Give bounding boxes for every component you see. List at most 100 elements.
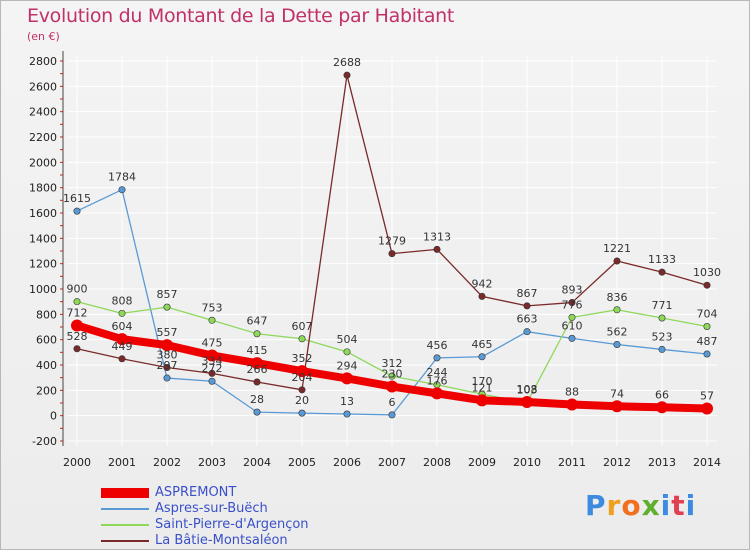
data-point [568,334,576,342]
data-point [433,354,441,362]
data-label: 562 [607,325,628,338]
data-point [118,309,126,317]
data-point [116,333,128,346]
data-label: 1030 [693,266,721,279]
data-point [163,364,171,372]
data-point [343,410,351,418]
data-point [253,330,261,338]
data-label: 66 [655,388,669,401]
data-point [658,314,666,322]
data-label: 1313 [423,230,451,243]
data-point [658,345,666,353]
y-tick-label: 2400 [29,106,57,119]
data-label: 74 [610,387,624,400]
data-label: 13 [340,395,354,408]
data-label: 712 [67,306,88,319]
data-point [523,302,531,310]
x-tick-label: 2009 [468,456,496,469]
y-tick-label: 200 [36,384,57,397]
data-label: 867 [517,287,538,300]
y-tick-label: 1000 [29,283,57,296]
data-point [118,355,126,363]
data-label: 893 [562,284,583,297]
data-label: 857 [157,288,178,301]
y-tick-label: 2200 [29,131,57,144]
x-tick-label: 2007 [378,456,406,469]
data-point [388,411,396,419]
x-tick-label: 2005 [288,456,316,469]
x-tick-label: 2003 [198,456,226,469]
data-label: 610 [562,319,583,332]
data-point [703,281,711,289]
data-label: 528 [67,330,88,343]
data-point [298,386,306,394]
data-label: 808 [112,294,133,307]
data-point [388,250,396,258]
y-tick-label: 1200 [29,258,57,271]
data-label: 900 [67,283,88,296]
data-point [566,398,578,411]
x-tick-label: 2011 [558,456,586,469]
data-label: 170 [472,375,493,388]
legend-swatch [101,508,149,510]
data-label: 1221 [603,242,631,255]
data-label: 647 [247,315,268,328]
data-point [73,345,81,353]
x-tick-label: 2008 [423,456,451,469]
data-label: 103 [517,384,538,397]
legend-label: ASPREMONT [155,485,237,500]
data-label: 475 [202,337,223,350]
x-tick-label: 2012 [603,456,631,469]
data-label: 108 [517,383,538,396]
legend-label: La Bâtie-Montsaléon [155,533,288,548]
x-tick-label: 2004 [243,456,271,469]
data-label: 607 [292,320,313,333]
data-point [343,71,351,79]
data-point [206,349,218,362]
data-point [298,335,306,343]
data-label: 380 [157,349,178,362]
data-label: 272 [202,362,223,375]
y-tick-label: 2000 [29,156,57,169]
data-label: 1784 [108,171,136,184]
data-label: 504 [337,333,358,346]
data-label: 244 [427,366,448,379]
data-label: 465 [472,338,493,351]
data-point [613,340,621,348]
data-label: 6 [389,396,396,409]
x-tick-label: 2010 [513,456,541,469]
data-label: 776 [562,298,583,311]
data-point [161,339,173,352]
data-point [118,186,126,194]
legend-label: Aspres-sur-Buëch [155,501,268,516]
y-tick-label: 0 [50,410,57,423]
data-point [523,328,531,336]
data-label: 2688 [333,56,361,69]
data-label: 523 [652,330,673,343]
data-point [71,319,83,332]
data-point [433,245,441,253]
data-point [478,292,486,300]
y-tick-label: 1400 [29,232,57,245]
data-label: 456 [427,339,448,352]
data-point [343,348,351,356]
data-point [613,306,621,314]
legend-label: Saint-Pierre-d'Argençon [155,517,309,532]
data-point [611,400,623,413]
data-label: 557 [157,326,178,339]
data-label: 753 [202,301,223,314]
y-tick-label: 2600 [29,80,57,93]
data-point [163,303,171,311]
data-point [208,369,216,377]
y-tick-label: 1800 [29,182,57,195]
data-label: 415 [247,344,268,357]
data-point [298,409,306,417]
data-point [341,372,353,385]
data-label: 487 [697,335,718,348]
data-label: 771 [652,299,673,312]
data-point [163,374,171,382]
data-label: 88 [565,386,579,399]
data-point [476,394,488,407]
data-label: 57 [700,389,714,402]
